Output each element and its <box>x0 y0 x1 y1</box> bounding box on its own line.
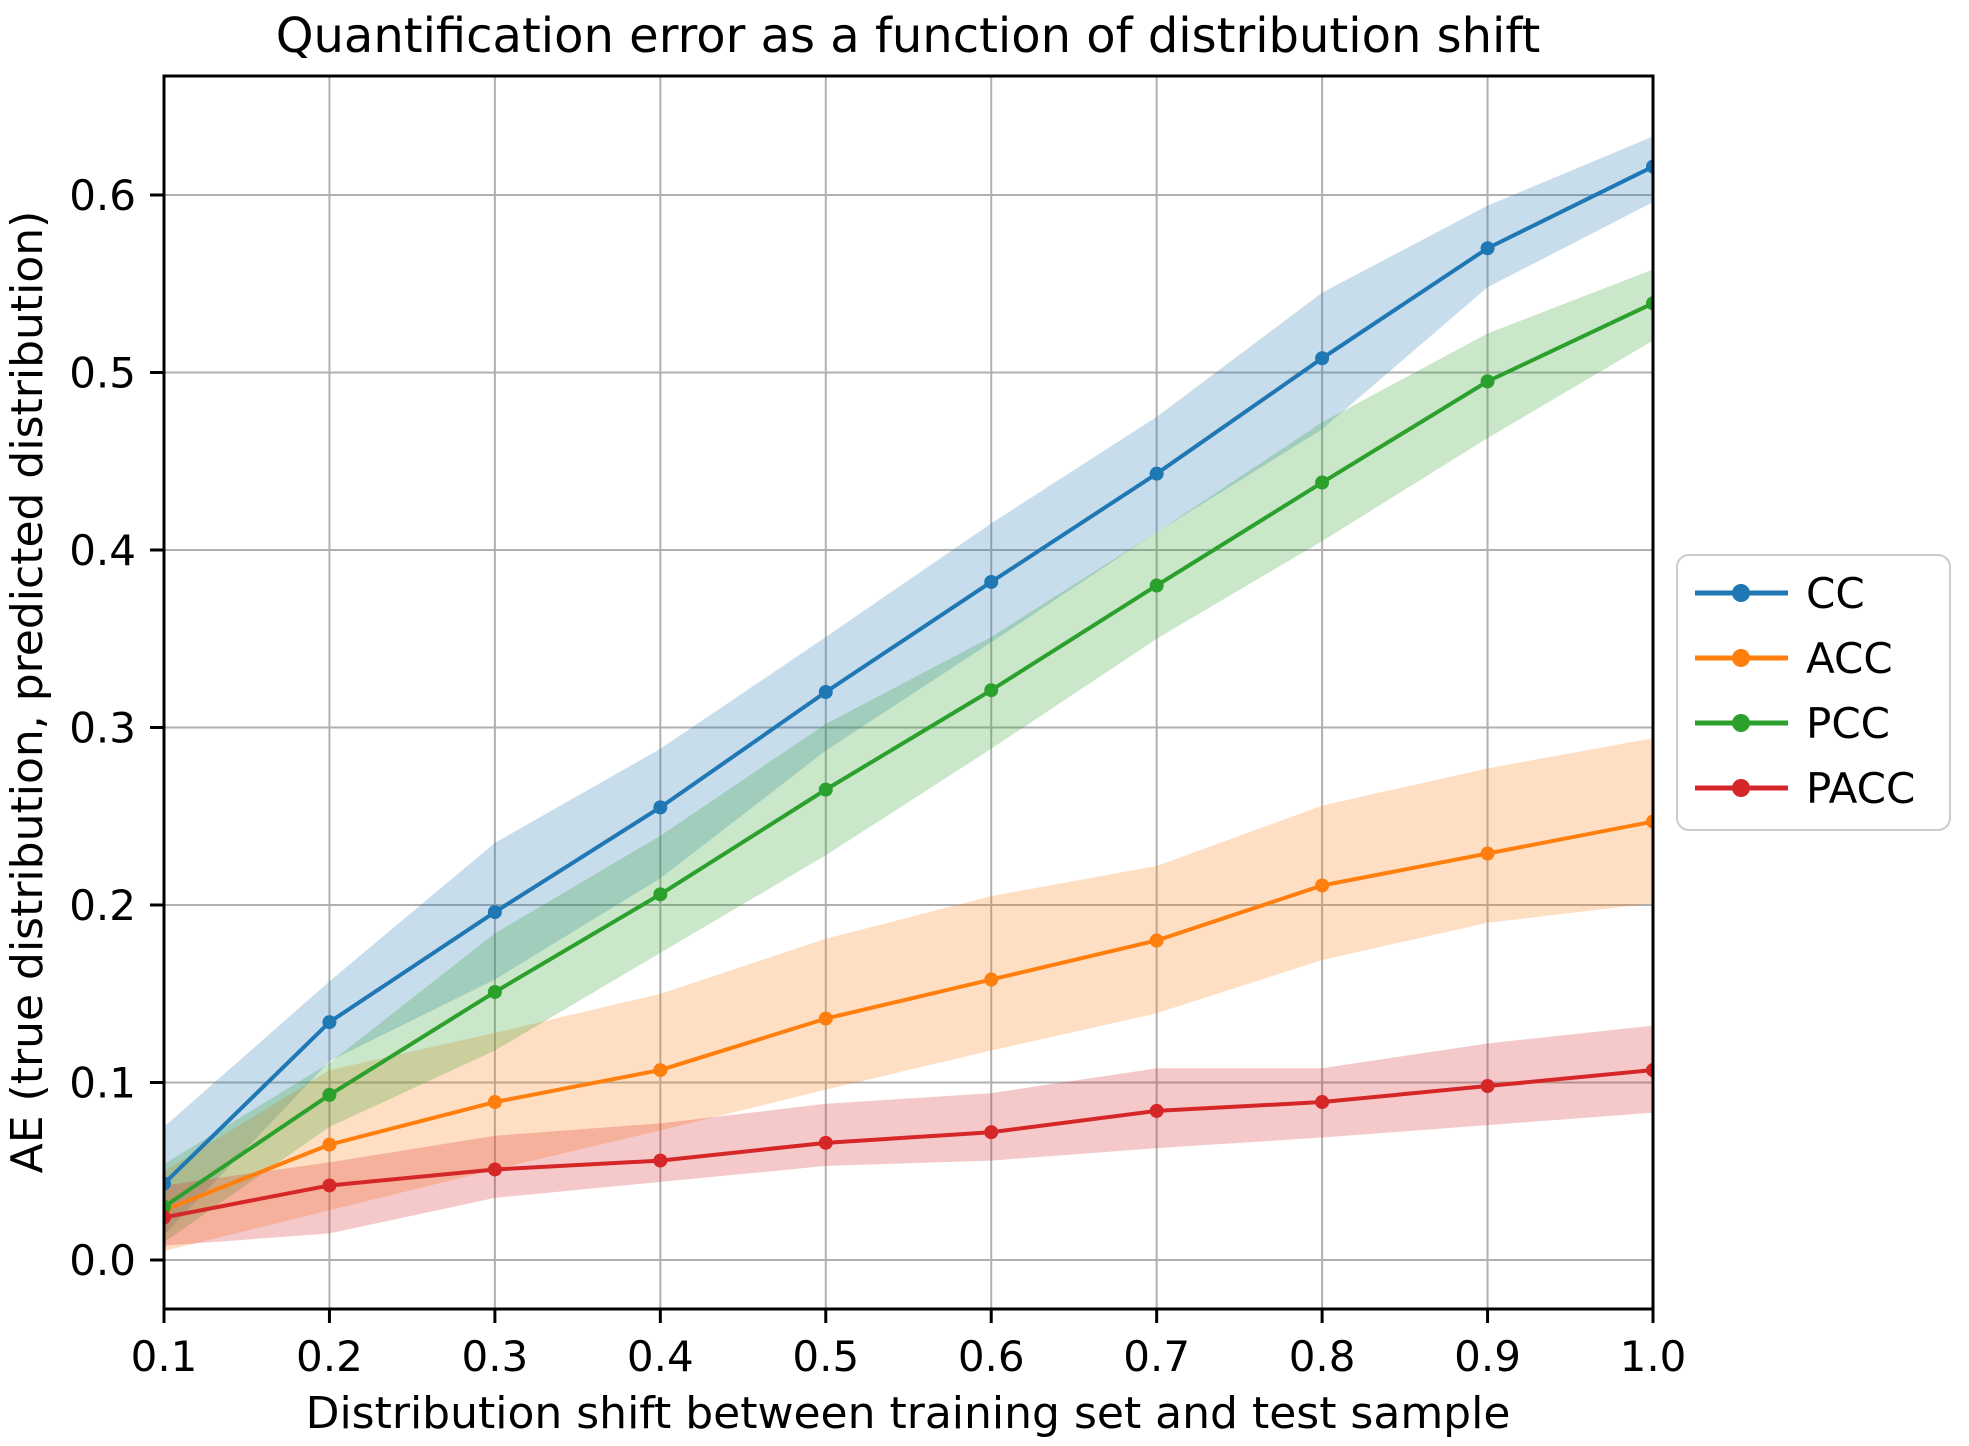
y-tick-label: 0.6 <box>69 171 136 220</box>
marker-pacc <box>487 1162 502 1177</box>
line-cc <box>164 164 1653 1186</box>
legend-label-cc: CC <box>1806 569 1865 618</box>
legend: CC ACC PCC PACC <box>1676 554 1951 831</box>
marker-pacc <box>322 1178 337 1193</box>
marker-pacc <box>653 1153 668 1168</box>
marker-cc <box>984 574 999 589</box>
marker-pcc <box>1646 296 1653 311</box>
marker-acc <box>322 1137 337 1152</box>
legend-box <box>1676 554 1951 831</box>
y-tick-label: 0.4 <box>69 526 136 575</box>
marker-acc <box>1646 814 1653 829</box>
marker-pcc <box>1315 475 1330 490</box>
x-tick-label: 0.9 <box>1454 1332 1521 1381</box>
marker-cc <box>1480 241 1495 256</box>
marker-pacc <box>1149 1103 1164 1118</box>
marker-cc <box>653 800 668 815</box>
marker-pcc <box>1480 374 1495 389</box>
marker-pcc <box>164 1199 171 1214</box>
marker-cc <box>1315 351 1330 366</box>
band-pcc <box>164 269 1653 1243</box>
marker-acc <box>984 972 999 987</box>
marker-acc <box>487 1095 502 1110</box>
marker-pacc <box>164 1210 171 1225</box>
y-axis-label: AE (true distribution, predicted distrib… <box>2 211 53 1174</box>
marker-acc <box>818 1011 833 1026</box>
band-cc <box>164 136 1653 1236</box>
series-lines <box>164 159 1653 1225</box>
marker-pcc <box>653 887 668 902</box>
x-tick-label: 0.5 <box>792 1332 859 1381</box>
x-tick-label: 1.0 <box>1620 1332 1687 1381</box>
legend-label-pcc: PCC <box>1806 699 1890 748</box>
legend-marker-pcc <box>1732 714 1750 732</box>
marker-pacc <box>1480 1079 1495 1094</box>
marker-pcc <box>818 782 833 797</box>
marker-acc <box>653 1063 668 1078</box>
x-tick-label: 0.7 <box>1123 1332 1190 1381</box>
marker-pcc <box>322 1087 337 1102</box>
x-axis-label: Distribution shift between training set … <box>306 1388 1511 1439</box>
y-tick-label: 0.3 <box>69 704 136 753</box>
band-acc <box>164 738 1653 1252</box>
chart-title: Quantification error as a function of di… <box>276 8 1541 64</box>
marker-acc <box>1315 878 1330 893</box>
line-acc <box>164 819 1653 1213</box>
line-pacc <box>164 1068 1653 1220</box>
x-tick-label: 0.3 <box>461 1332 528 1381</box>
marker-pcc <box>1149 578 1164 593</box>
marker-pcc <box>487 984 502 999</box>
x-tick-label: 0.8 <box>1289 1332 1356 1381</box>
legend-label-acc: ACC <box>1806 634 1893 683</box>
marker-cc <box>322 1015 337 1030</box>
x-tick-label: 0.1 <box>131 1332 198 1381</box>
y-tick-label: 0.0 <box>69 1236 136 1285</box>
legend-label-pacc: PACC <box>1806 764 1915 813</box>
x-tick-label: 0.4 <box>627 1332 694 1381</box>
plot-border <box>162 74 1655 1311</box>
y-tick-label: 0.1 <box>69 1059 136 1108</box>
axes-spines <box>162 74 1655 1311</box>
marker-cc <box>1646 159 1653 174</box>
confidence-bands <box>164 136 1653 1252</box>
line-pcc <box>164 301 1653 1209</box>
marker-cc <box>1149 466 1164 481</box>
marker-pacc <box>818 1135 833 1150</box>
legend-marker-acc <box>1732 649 1750 667</box>
marker-cc <box>487 905 502 920</box>
marker-pacc <box>1646 1063 1653 1078</box>
y-tick-label: 0.5 <box>69 349 136 398</box>
marker-cc <box>818 685 833 699</box>
marker-pcc <box>984 683 999 698</box>
marker-pacc <box>984 1125 999 1140</box>
marker-pacc <box>1315 1095 1330 1110</box>
marker-cc <box>164 1176 171 1191</box>
marker-acc <box>1149 933 1164 948</box>
axis-ticks: 0.1 0.2 0.3 0.4 0.5 0.6 0.7 0.8 0.9 1.0 0.0 0.1 0.2 0… <box>69 171 1686 1381</box>
x-tick-label: 0.6 <box>958 1332 1025 1381</box>
legend-marker-cc <box>1732 584 1750 602</box>
y-tick-label: 0.2 <box>69 881 136 930</box>
legend-marker-pacc <box>1732 779 1750 797</box>
x-tick-label: 0.2 <box>296 1332 363 1381</box>
marker-acc <box>1480 846 1495 861</box>
